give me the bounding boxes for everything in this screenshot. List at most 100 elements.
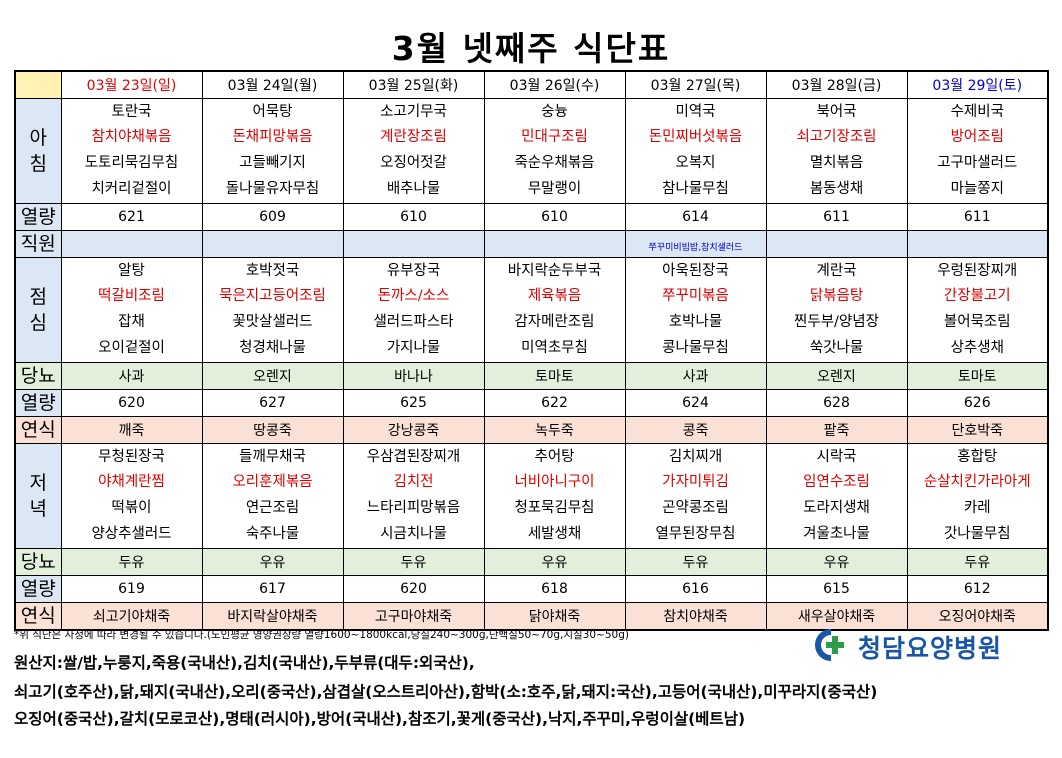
lunch-cell: 호박젓국 묵은지고등어조림 꽃맛살샐러드 청경채나물	[201, 257, 344, 363]
breakfast-cell: 토란국 참치야채볶음 도토리묵김무침 치커리겉절이	[60, 98, 203, 204]
dish-item: 볼어묵조림	[943, 314, 1011, 330]
lunch-cell: 유부장국 돈까스/소스 샐러드파스타 가지나물	[342, 257, 485, 363]
dish-item: 청포묵김무침	[514, 500, 595, 516]
lunch-calories-value: 624	[624, 389, 767, 417]
origin-line-2: 쇠고기(호주산),닭,돼지(국내산),오리(중국산),삼겹살(오스트리아산),함…	[14, 683, 878, 701]
dish-item: 돌나물유자무침	[225, 180, 320, 197]
breakfast-calories-row: 열량 621 609 610 610 614 611 611	[14, 203, 1049, 231]
lunch-snack-value: 강낭콩죽	[342, 416, 485, 444]
dish-item: 돈까스/소스	[377, 288, 450, 305]
lunch-cell: 계란국 닭볶음탕 찐두부/양념장 쑥갓나물	[765, 257, 908, 363]
lunch-calories-value: 628	[765, 389, 908, 417]
dish-item: 세발생채	[527, 525, 582, 542]
lunch-sugar-value: 토마토	[906, 362, 1049, 390]
lunch-snack-value: 단호박죽	[906, 416, 1049, 444]
lunch-sugar-value: 오렌지	[765, 362, 908, 390]
breakfast-calories-value: 610	[483, 203, 626, 231]
staff-row: 직원 쭈꾸미비빔밥,참치샐러드	[14, 230, 1049, 258]
hospital-logo-icon	[815, 629, 844, 661]
dish-item: 미역초무침	[521, 339, 588, 356]
dish-item: 민대구조림	[521, 129, 588, 146]
dish-item: 제육볶음	[527, 288, 582, 305]
dinner-sugar-value: 두유	[60, 548, 203, 576]
dish-item: 계란국	[816, 262, 857, 279]
lunch-sugar-value: 오렌지	[201, 362, 344, 390]
lunch-sugar-value: 바나나	[342, 362, 485, 390]
dinner-calories-value: 618	[483, 575, 626, 603]
lunch-calories-value: 622	[483, 389, 626, 417]
lunch-snack-value: 콩죽	[624, 416, 767, 444]
breakfast-cell: 수제비국 방어조림 고구마샐러드 마늘쫑지	[906, 98, 1049, 204]
dish-item: 토란국	[111, 103, 152, 120]
dinner-cell: 추어탕 너비아니구이 청포묵김무침 세발생채	[483, 443, 626, 549]
dinner-snack-value: 오징어야채죽	[906, 602, 1049, 631]
day-header: 03월 27일(목)	[624, 70, 767, 99]
dish-item: 양상추샐러드	[91, 525, 172, 542]
staff-label: 직원	[14, 230, 62, 258]
dinner-cell: 무청된장국 야채계란찜 떡볶이 양상추샐러드	[60, 443, 203, 549]
dinner-calories-value: 612	[906, 575, 1049, 603]
staff-cell	[342, 230, 485, 258]
staff-cell	[906, 230, 1049, 258]
dish-item: 봄동생채	[809, 180, 864, 197]
breakfast-label: 아 침	[14, 98, 62, 204]
lunch-calories-label: 열량	[14, 389, 62, 417]
lunch-calories-row: 열량 620 627 625 622 624 628 626	[14, 389, 1049, 417]
origin-line-1: 원산지:쌀/밥,누룽지,죽용(국내산),김치(국내산),두부류(대두:외국산),	[14, 654, 475, 672]
dish-item: 치커리겉절이	[91, 180, 172, 197]
dinner-sugar-value: 우유	[201, 548, 344, 576]
day-header: 03월 29일(토)	[906, 70, 1049, 99]
lunch-row: 점 심 알탕 떡갈비조림 잡채 오이겉절이 호박젓국 묵은지고등어조림 꽃맛살샐러드 청경채나물…	[14, 257, 1049, 363]
dish-item: 어묵탕	[252, 103, 293, 120]
dish-item: 느타리피망볶음	[366, 500, 461, 516]
dinner-sugar-value: 두유	[624, 548, 767, 576]
dinner-calories-value: 620	[342, 575, 485, 603]
dinner-snack-label: 연식	[14, 602, 62, 631]
dish-item: 참나물무침	[662, 180, 729, 197]
dish-item: 쑥갓나물	[809, 339, 864, 356]
dinner-calories-label: 열량	[14, 575, 62, 603]
dish-item: 돈채피망볶음	[232, 129, 313, 146]
dinner-cell: 김치찌개 가자미튀김 곤약콩조림 열무된장무침	[624, 443, 767, 549]
dinner-snack-value: 새우살야채죽	[765, 602, 908, 631]
origin-line-3: 오징어(중국산),갈치(모로코산),명태(러시아),방어(국내산),참조기,꽃게…	[14, 710, 746, 728]
day-header: 03월 28일(금)	[765, 70, 908, 99]
dinner-snack-row: 연식 쇠고기야채죽 바지락살야채죽 고구마야채죽 닭야채죽 참치야채죽 새우살야채죽 오징어야…	[14, 602, 1049, 631]
lunch-calories-value: 620	[60, 389, 203, 417]
dish-item: 알탕	[118, 262, 145, 279]
dish-item: 참치야채볶음	[91, 129, 172, 146]
dish-item: 오이겉절이	[98, 339, 165, 356]
dish-item: 임연수조림	[803, 474, 870, 491]
header-row: 03월 23일(일) 03월 24일(월) 03월 25일(화) 03월 26일(수)…	[14, 70, 1049, 99]
meal-table: 03월 23일(일) 03월 24일(월) 03월 25일(화) 03월 26일(수)…	[14, 70, 1049, 631]
hospital-name: 청담요양병원	[858, 634, 1003, 663]
dinner-sugar-row: 당뇨 두유 우유 두유 우유 두유 우유 두유	[14, 548, 1049, 576]
staff-cell	[60, 230, 203, 258]
dish-item: 북어국	[816, 103, 857, 120]
dish-item: 우삼겹된장찌개	[366, 448, 461, 465]
lunch-calories-value: 627	[201, 389, 344, 417]
dinner-calories-value: 617	[201, 575, 344, 603]
dish-item: 무청된장국	[98, 448, 165, 465]
dish-item: 너비아니구이	[514, 474, 595, 491]
dinner-calories-row: 열량 619 617 620 618 616 615 612	[14, 575, 1049, 603]
dinner-row: 저 녁 무청된장국 야채계란찜 떡볶이 양상추샐러드 들깨무채국 오리훈제볶음 연근조림 숙주나…	[14, 443, 1049, 549]
dish-item: 오리훈제볶음	[232, 474, 313, 491]
dish-item: 멸치볶음	[809, 155, 864, 171]
dinner-sugar-value: 우유	[483, 548, 626, 576]
dinner-label: 저 녁	[14, 443, 62, 549]
breakfast-calories-value: 609	[201, 203, 344, 231]
breakfast-calories-value: 611	[765, 203, 908, 231]
dish-item: 간장불고기	[943, 288, 1011, 305]
dinner-cell: 홍합탕 순살치킨가라아게 카레 갓나물무침	[906, 443, 1049, 549]
dish-item: 샐러드파스타	[373, 314, 454, 330]
lunch-snack-value: 땅콩죽	[201, 416, 344, 444]
staff-cell	[483, 230, 626, 258]
breakfast-row: 아 침 토란국 참치야채볶음 도토리묵김무침 치커리겉절이 어묵탕 돈채피망볶음 고들빼기지 돌…	[14, 98, 1049, 204]
lunch-sugar-value: 사과	[60, 362, 203, 390]
dish-item: 닭볶음탕	[809, 288, 864, 305]
dish-item: 시금치나물	[380, 525, 447, 542]
lunch-sugar-label: 당뇨	[14, 362, 62, 390]
dish-item: 가자미튀김	[662, 474, 729, 491]
dish-item: 미역국	[675, 103, 716, 120]
